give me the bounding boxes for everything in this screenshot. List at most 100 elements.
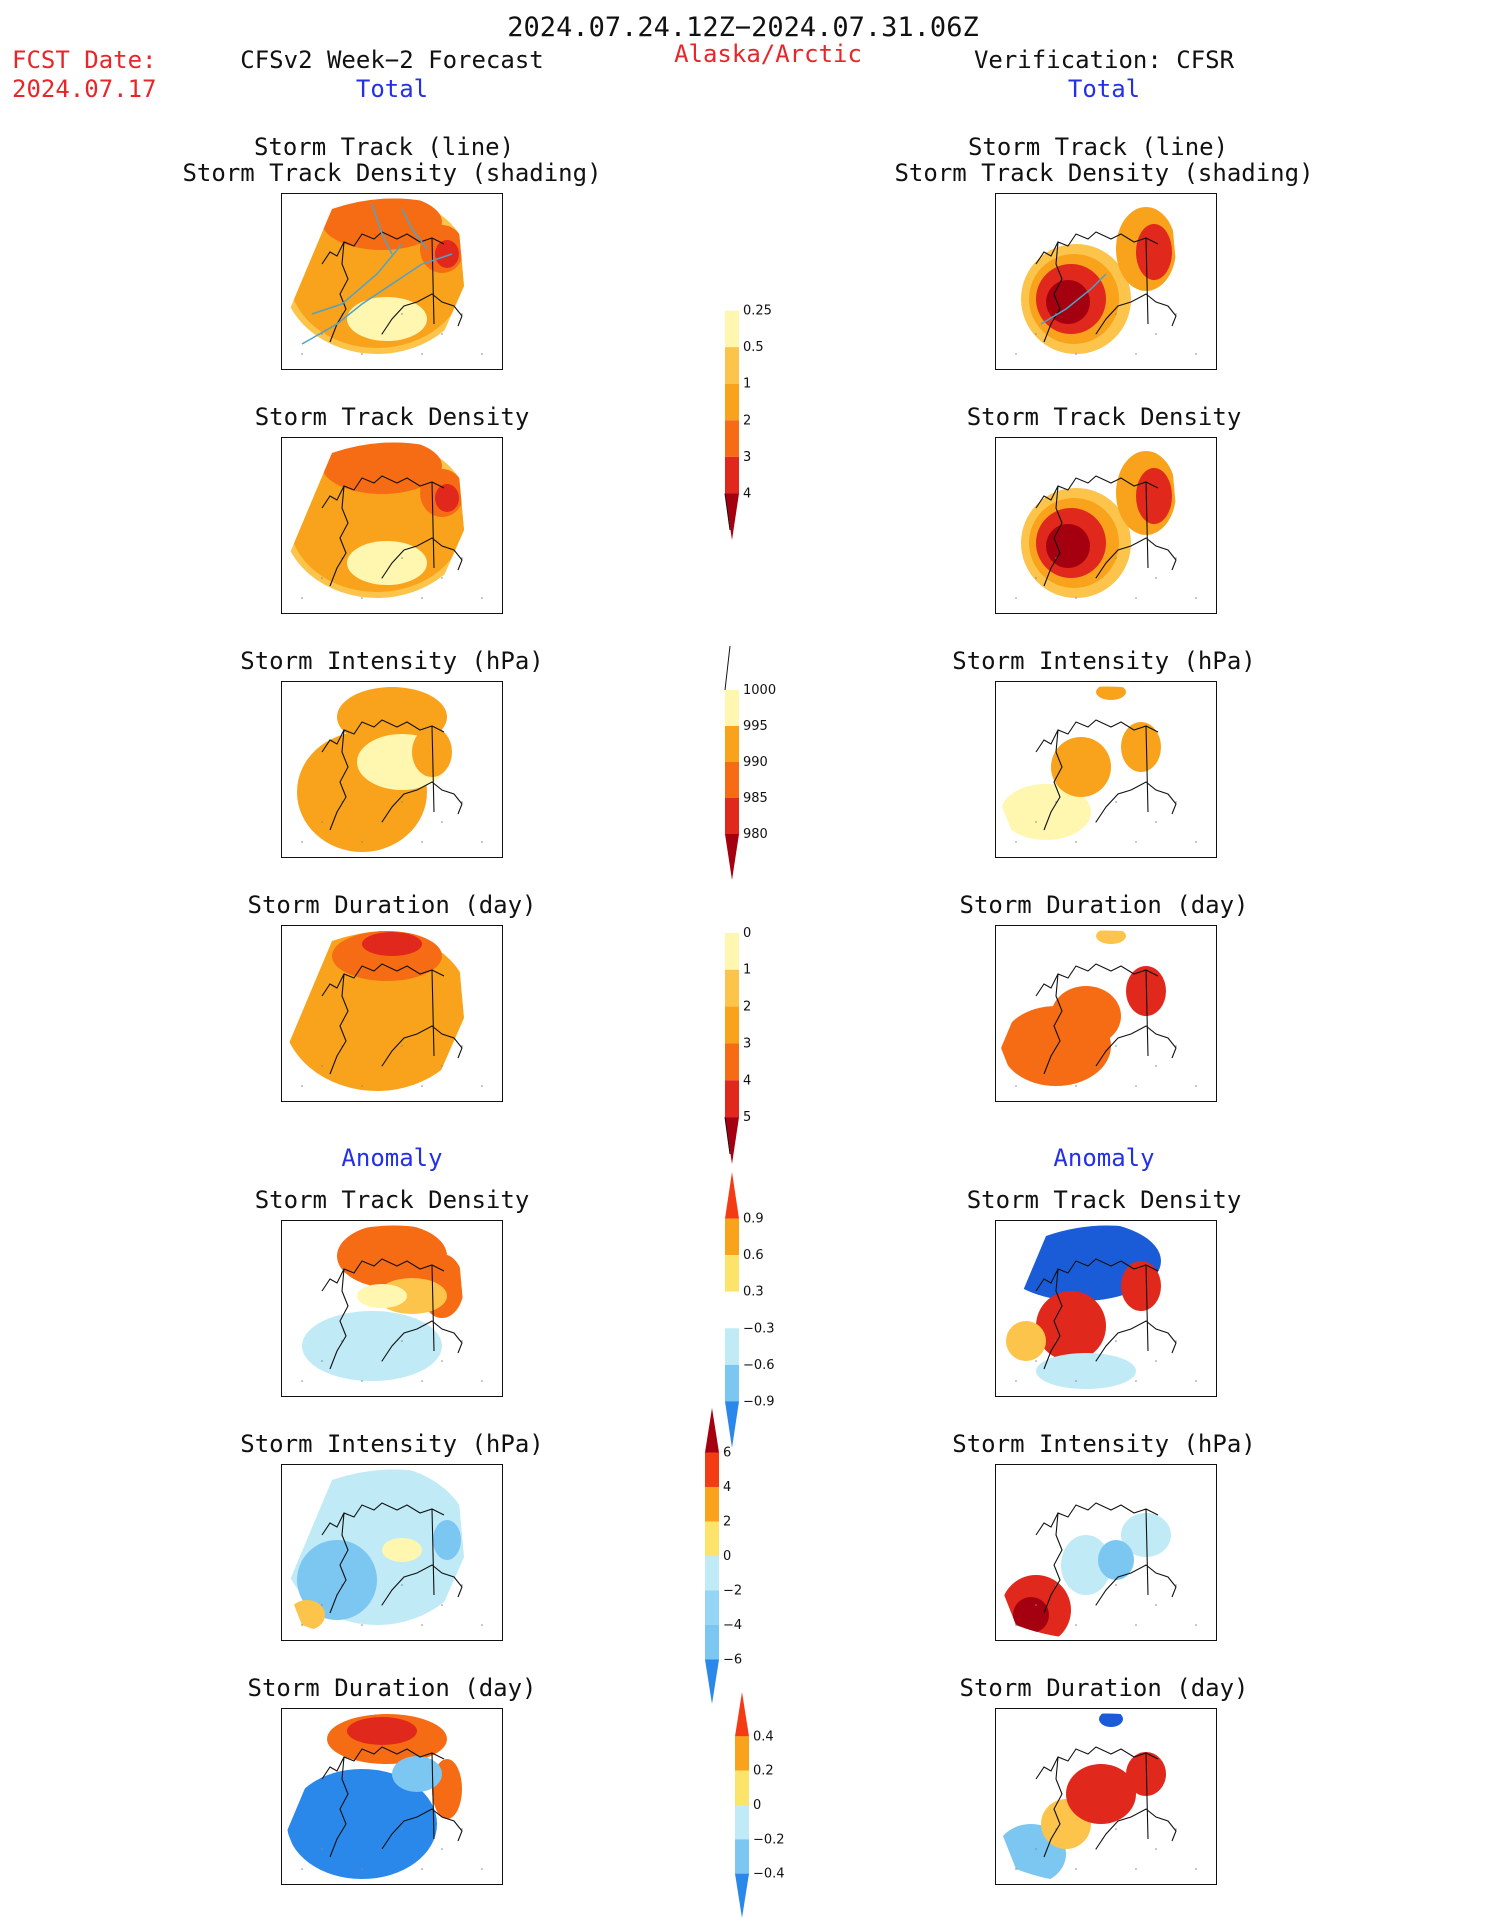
colorbar-tick-label: 5	[743, 1110, 751, 1125]
colorbar-tick-label: 2	[743, 413, 751, 428]
colorbar-swatch	[725, 726, 739, 762]
forecast-total-label: Total	[355, 75, 429, 103]
fc-density-title: Storm Track Density	[254, 403, 530, 431]
vf-anom-duration-title: Storm Duration (day)	[959, 1674, 1249, 1702]
shading-region	[1013, 1597, 1049, 1633]
shading-region	[1121, 1513, 1171, 1557]
total-duration-colorbar: 0 1 2 3 4 5	[710, 884, 790, 1166]
colorbar-swatch	[725, 932, 739, 970]
vf-intensity-map	[995, 681, 1217, 858]
fc-intensity-title: Storm Intensity (hPa)	[240, 647, 544, 675]
forecast-anomaly-label: Anomaly	[341, 1144, 443, 1172]
colorbar-tick-label: −0.2	[753, 1832, 785, 1847]
colorbar-swatch	[725, 1117, 739, 1164]
shading-region	[1096, 686, 1126, 700]
region-title: Alaska/Arctic	[674, 40, 862, 68]
fcst-date-label: FCST Date:	[12, 46, 157, 74]
shading-region	[435, 484, 459, 512]
colorbar-swatch	[725, 347, 739, 384]
shading-region	[337, 1225, 447, 1288]
vf-anom-density-title: Storm Track Density	[966, 1186, 1242, 1214]
colorbar-swatch	[735, 1839, 749, 1874]
colorbar-swatch	[725, 264, 739, 311]
vf-anom-duration-map	[995, 1708, 1217, 1885]
coastline	[1035, 1258, 1177, 1370]
colorbar-swatch	[735, 1873, 749, 1918]
colorbar-tick-label: 1	[743, 377, 751, 392]
verification-total-label: Total	[1067, 75, 1141, 103]
coastline	[321, 719, 463, 831]
anomaly-density-colorbar: 0.9 0.6 0.3 −0.3 −0.6 −0.9	[710, 1170, 790, 1450]
vf-density-map	[995, 437, 1217, 614]
colorbar-tick-label: 1	[743, 963, 751, 978]
vf-density-title: Storm Track Density	[966, 403, 1242, 431]
colorbar-swatch	[725, 1006, 739, 1044]
colorbar-tick-label: 990	[743, 755, 768, 770]
fc-track-map	[281, 193, 503, 370]
colorbar-swatch	[705, 1452, 719, 1487]
shading-region	[1061, 1535, 1111, 1595]
vf-anom-intensity-map	[995, 1464, 1217, 1641]
fc-anom-density-title: Storm Track Density	[254, 1186, 530, 1214]
storm-track-line	[401, 208, 428, 250]
colorbar-swatch	[725, 1218, 739, 1256]
shading-region	[1036, 1291, 1106, 1361]
coastline	[1035, 1502, 1177, 1614]
colorbar-tick-label: −0.9	[743, 1394, 775, 1409]
colorbar-tick-label: 4	[743, 486, 751, 501]
colorbar-tick-label: 2	[743, 1000, 751, 1015]
colorbar-tick-label: 0	[753, 1798, 761, 1813]
colorbar-tick-label: −4	[723, 1618, 742, 1633]
colorbar-tick-label: −6	[723, 1653, 742, 1668]
colorbar-tick-label: 6	[723, 1446, 731, 1461]
colorbar-swatch	[725, 310, 739, 348]
colorbar-tick-label: 4	[723, 1480, 731, 1495]
colorbar-swatch	[725, 1291, 739, 1329]
fc-duration-map	[281, 925, 503, 1102]
colorbar-tick-label: 0	[743, 926, 751, 941]
vf-track-map	[995, 193, 1217, 370]
shading-region	[322, 442, 442, 494]
anomaly-duration-colorbar: 0.4 0.2 0 −0.2 −0.4	[720, 1690, 800, 1920]
colorbar-tick-label: 0.9	[743, 1212, 764, 1227]
colorbar-swatch	[725, 1080, 739, 1118]
verification-column-title: Verification: CFSR	[973, 46, 1235, 74]
shading-region	[1099, 1713, 1123, 1727]
colorbar-tick-label: 0.6	[743, 1248, 764, 1263]
fc-anom-intensity-title: Storm Intensity (hPa)	[240, 1430, 544, 1458]
colorbar-tick-label: 0.2	[753, 1764, 774, 1779]
shading-region	[1121, 1261, 1161, 1311]
colorbar-swatch	[725, 644, 739, 690]
shading-region	[347, 297, 427, 341]
colorbar-swatch	[705, 1659, 719, 1704]
vf-intensity-title: Storm Intensity (hPa)	[952, 647, 1256, 675]
colorbar-swatch	[705, 1408, 719, 1453]
coastline	[321, 1258, 463, 1370]
colorbar-tick-label: 995	[743, 719, 768, 734]
colorbar-tick-label: −2	[723, 1584, 742, 1599]
shading-region	[1136, 224, 1172, 280]
colorbar-tick-label: 980	[743, 827, 768, 842]
total-density-colorbar: 0.25 0.5 1 2 3 4	[710, 262, 790, 542]
shading-region	[302, 1311, 442, 1381]
fc-anom-duration-title: Storm Duration (day)	[247, 1674, 537, 1702]
colorbar-swatch	[725, 798, 739, 834]
shading-region	[1066, 1764, 1136, 1824]
colorbar-swatch	[705, 1487, 719, 1522]
anomaly-intensity-colorbar: 6 4 2 0 −2 −4 −6	[690, 1406, 770, 1706]
fc-intensity-map	[281, 681, 503, 858]
colorbar-swatch	[705, 1521, 719, 1556]
shading-region	[297, 1540, 377, 1620]
shading-region	[1006, 1321, 1046, 1361]
colorbar-tick-label: −0.6	[743, 1358, 775, 1373]
vf-anom-intensity-title: Storm Intensity (hPa)	[952, 1430, 1256, 1458]
shading-region	[412, 727, 452, 777]
colorbar-swatch	[705, 1590, 719, 1625]
coastline	[1035, 719, 1177, 831]
fc-anom-intensity-map	[281, 1464, 503, 1641]
colorbar-tick-label: −0.3	[743, 1321, 775, 1336]
colorbar-swatch	[725, 1328, 739, 1365]
shading-region	[435, 240, 459, 268]
vf-anom-density-map	[995, 1220, 1217, 1397]
colorbar-swatch	[725, 762, 739, 798]
